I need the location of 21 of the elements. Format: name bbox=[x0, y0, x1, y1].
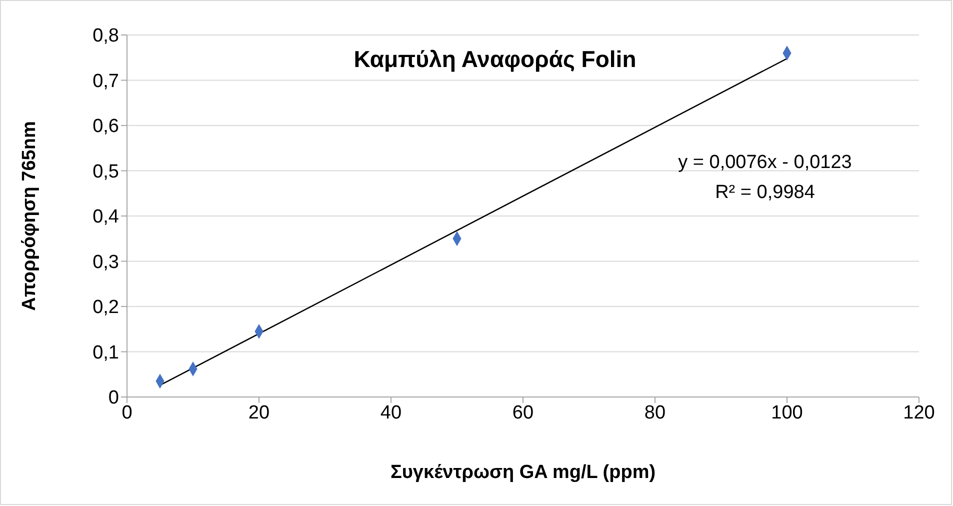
x-tick-label: 120 bbox=[903, 402, 935, 424]
y-tick-label: 0,8 bbox=[92, 26, 119, 47]
y-tick-label: 0,7 bbox=[92, 70, 119, 92]
y-tick-label: 0,3 bbox=[92, 252, 119, 273]
y-tick-label: 0,6 bbox=[92, 116, 119, 138]
x-tick-label: 0 bbox=[122, 402, 132, 424]
x-tick-label: 20 bbox=[248, 402, 270, 424]
y-tick-label: 0 bbox=[108, 388, 119, 409]
text: Καμπύλη Αναφοράς Folin bbox=[352, 46, 638, 73]
annotation: y = 0,0076x - 0,0123 bbox=[677, 152, 853, 174]
annotation: R² = 0,9984 bbox=[714, 182, 816, 204]
y-tick-label: 0,4 bbox=[92, 206, 120, 228]
x-tick-label: 60 bbox=[512, 402, 534, 424]
x-tick-label: 80 bbox=[644, 402, 666, 424]
y-tick-label: 0,5 bbox=[92, 161, 119, 182]
x-tick-label: 40 bbox=[380, 402, 402, 424]
y-tick-label: 0,1 bbox=[92, 342, 119, 364]
y-tick-label: 0,2 bbox=[92, 297, 119, 318]
x-axis-title: Συγκέντρωση GA mg/L (ppm) bbox=[389, 462, 657, 484]
y-axis-title: Απορρόφηση 765nm bbox=[19, 120, 41, 313]
x-tick-label: 100 bbox=[771, 402, 803, 424]
